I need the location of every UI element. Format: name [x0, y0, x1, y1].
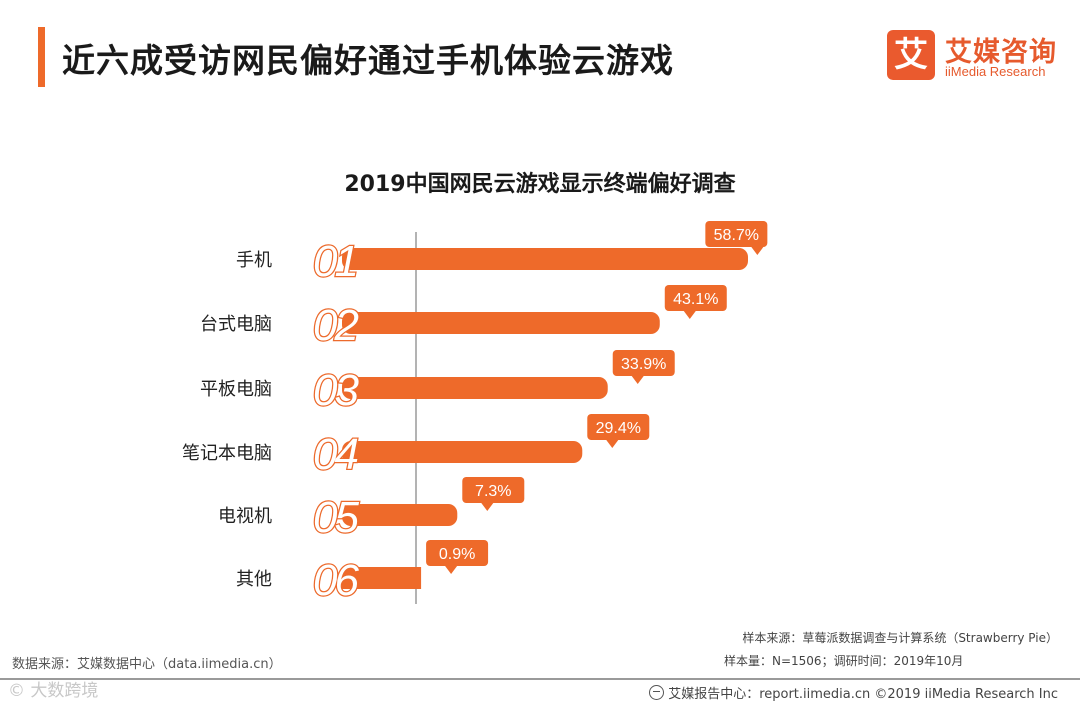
title-accent-bar — [38, 27, 45, 87]
rank-number: 03 — [313, 366, 359, 415]
value-callout-box — [462, 477, 525, 503]
bar — [342, 377, 608, 399]
category-label: 笔记本电脑 — [182, 443, 272, 464]
logo-english-name: iiMedia Research — [945, 64, 1046, 79]
value-label: 0.9% — [439, 546, 475, 563]
value-label: 29.4% — [596, 420, 641, 437]
value-callout-pointer — [751, 247, 764, 255]
page-title: 近六成受访网民偏好通过手机体验云游戏 — [62, 41, 674, 80]
rank-number: 02 — [313, 301, 358, 350]
value-callout-box — [664, 285, 727, 311]
value-callout-pointer — [481, 503, 494, 511]
category-label: 其他 — [236, 569, 272, 590]
rank-number: 06 — [313, 556, 359, 605]
footer-divider — [0, 678, 1080, 680]
sample-info-note: 样本量：N=1506；调研时间：2019年10月 — [724, 654, 964, 668]
category-label: 台式电脑 — [200, 314, 272, 335]
value-callout-pointer — [631, 376, 644, 384]
chart-title: 2019中国网民云游戏显示终端偏好调查 — [344, 172, 736, 197]
value-label: 43.1% — [673, 291, 718, 308]
value-label: 58.7% — [714, 227, 759, 244]
value-callout-box — [587, 414, 650, 440]
value-label: 7.3% — [475, 483, 511, 500]
footer-report-text: 艾媒报告中心：report.iimedia.cn ©2019 iiMedia R… — [668, 687, 1058, 702]
category-label: 电视机 — [218, 506, 272, 527]
logo-mark-icon: 艾 — [887, 30, 935, 80]
globe-icon — [649, 685, 665, 700]
value-callout-box — [612, 350, 675, 376]
logo-chinese-name: 艾媒咨询 — [945, 37, 1057, 68]
watermark: © 大数跨境 — [8, 681, 99, 701]
data-source-note: 数据来源：艾媒数据中心（data.iimedia.cn） — [12, 657, 282, 672]
value-callout-pointer — [445, 566, 458, 574]
iimedia-logo: 艾 艾媒咨询 iiMedia Research — [887, 30, 1067, 82]
rank-number: 01 — [313, 237, 356, 286]
footer-report-center: 艾媒报告中心：report.iimedia.cn ©2019 iiMedia R… — [649, 683, 1058, 702]
value-callout-pointer — [606, 440, 619, 448]
rank-number: 05 — [313, 493, 359, 542]
bar — [342, 441, 583, 463]
bar — [342, 504, 458, 526]
sample-source-note: 样本来源：草莓派数据调查与计算系统（Strawberry Pie） — [742, 631, 1058, 645]
bar — [342, 248, 748, 270]
bar — [342, 312, 660, 334]
category-label: 平板电脑 — [200, 379, 272, 400]
category-label: 手机 — [236, 250, 272, 271]
bar — [342, 567, 422, 589]
rank-number: 04 — [313, 430, 357, 479]
value-callout-box — [426, 540, 489, 566]
value-label: 33.9% — [621, 356, 666, 373]
value-callout-pointer — [683, 311, 696, 319]
value-callout-box — [705, 221, 768, 247]
